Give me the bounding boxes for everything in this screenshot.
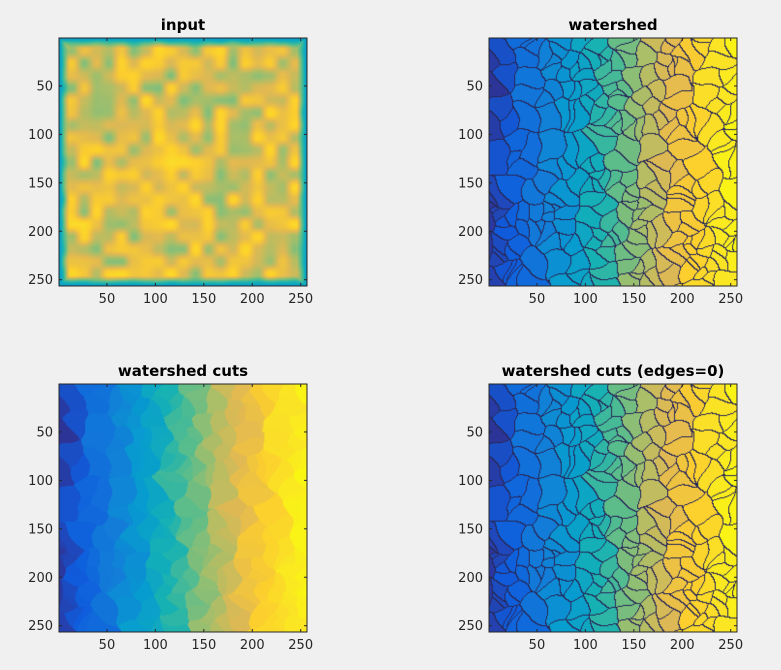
y-tick-label: 200 (458, 571, 483, 586)
x-tick-label: 150 (191, 292, 216, 307)
subplot-input: input 50 100 150 200 250 50 100 150 200 250 (20, 10, 320, 310)
x-tick-label: 50 (99, 292, 116, 307)
x-tick-label: 50 (99, 638, 116, 653)
y-tick-label: 200 (28, 225, 53, 240)
y-tick-label: 100 (28, 474, 53, 489)
y-tick-label: 150 (28, 176, 53, 191)
y-tick-label: 250 (458, 619, 483, 634)
x-tick-label: 200 (670, 638, 695, 653)
y-tick-label: 200 (28, 571, 53, 586)
y-tick-label: 50 (36, 79, 53, 94)
chart-title: watershed cuts (edges=0) (502, 362, 725, 380)
x-tick-label: 150 (621, 292, 646, 307)
y-tick-label: 150 (28, 522, 53, 537)
heatmap-image (59, 384, 307, 632)
x-tick-label: 100 (143, 292, 168, 307)
y-tick-label: 150 (458, 176, 483, 191)
x-tick-label: 100 (573, 638, 598, 653)
x-tick-label: 150 (191, 638, 216, 653)
x-tick-label: 200 (240, 638, 265, 653)
x-tick-label: 250 (288, 292, 313, 307)
x-tick-label: 50 (529, 638, 546, 653)
x-tick-label: 200 (670, 292, 695, 307)
y-tick-label: 50 (466, 425, 483, 440)
chart-title: watershed (568, 16, 657, 34)
chart-title: input (161, 16, 205, 34)
axes-box (58, 37, 308, 287)
chart-svg: watershed cuts (edges=0) 50 100 150 200 250 50… (458, 362, 743, 653)
y-tick-label: 100 (28, 128, 53, 143)
subplot-watershed-cuts: watershed cuts 50 100 150 200 250 50 100 150 200 2… (20, 356, 320, 656)
subplot-watershed: watershed 50 100 150 200 250 50 100 150 200 250 (450, 10, 750, 310)
x-tick-label: 250 (718, 638, 743, 653)
y-tick-label: 250 (28, 619, 53, 634)
chart-svg: watershed 50 100 150 200 250 50 100 150 200 250 (458, 16, 743, 307)
y-tick-label: 200 (458, 225, 483, 240)
x-tick-label: 200 (240, 292, 265, 307)
x-tick-label: 250 (718, 292, 743, 307)
y-tick-label: 100 (458, 128, 483, 143)
chart-svg: input 50 100 150 200 250 50 100 150 200 250 (28, 16, 313, 307)
x-tick-label: 250 (288, 638, 313, 653)
y-tick-label: 250 (28, 273, 53, 288)
x-tick-label: 100 (143, 638, 168, 653)
y-tick-label: 250 (458, 273, 483, 288)
x-tick-label: 50 (529, 292, 546, 307)
chart-svg: watershed cuts 50 100 150 200 250 50 100 150 200 2… (28, 362, 313, 653)
x-tick-label: 150 (621, 638, 646, 653)
chart-title: watershed cuts (118, 362, 248, 380)
axes-box (488, 37, 738, 287)
y-tick-label: 100 (458, 474, 483, 489)
subplot-watershed-cuts-edges0: watershed cuts (edges=0) 50 100 150 200 250 50… (450, 356, 750, 656)
heatmap-image (59, 38, 307, 286)
x-tick-label: 100 (573, 292, 598, 307)
y-tick-label: 50 (466, 79, 483, 94)
heatmap-image (489, 38, 737, 286)
y-tick-label: 150 (458, 522, 483, 537)
axes-box (488, 383, 738, 633)
axes-box (58, 383, 308, 633)
heatmap-image (489, 384, 737, 632)
y-tick-label: 50 (36, 425, 53, 440)
